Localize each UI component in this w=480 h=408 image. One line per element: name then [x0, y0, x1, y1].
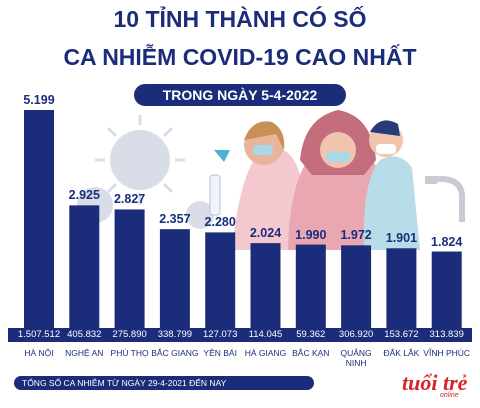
- total-label-3: 275.890: [112, 329, 147, 340]
- logo-subtext: online: [440, 392, 459, 399]
- category-label-7: BẮC KẠN: [292, 348, 330, 358]
- value-label-4: 2.357: [159, 212, 191, 227]
- chart-title-line1: 10 TỈNH THÀNH CÓ SỐ: [113, 6, 367, 32]
- footnote: TỔNG SỐ CA NHIỄM TỪ NGÀY 29-4-2021 ĐẾN N…: [14, 376, 314, 390]
- bar-6: [250, 243, 281, 328]
- value-label-3: 2.827: [113, 192, 146, 207]
- bar-5: [205, 232, 236, 328]
- value-label-6: 2.024: [249, 226, 282, 241]
- category-label-5: YÊN BÁI: [203, 348, 237, 358]
- value-label-8: 1.972: [340, 228, 372, 243]
- category-label-3: PHÚ THỌ: [110, 348, 149, 358]
- total-label-5: 127.073: [203, 329, 238, 340]
- category-label-8: QUẢNG NINH: [340, 348, 372, 368]
- value-label-9: 1.901: [385, 231, 418, 246]
- bar-1: [24, 110, 54, 328]
- total-label-10: 313.839: [429, 329, 464, 340]
- category-label-1: HÀ NỘI: [24, 348, 54, 358]
- bar-10: [431, 251, 462, 328]
- total-label-8: 306.920: [338, 329, 374, 340]
- logo-text: tuổi trẻ: [402, 370, 468, 395]
- tuoi-tre-logo: tuổi trẻ online: [402, 370, 472, 402]
- chart-subtitle: TRONG NGÀY 5-4-2022: [134, 84, 346, 106]
- virus-icon: [77, 130, 214, 229]
- value-label-2: 2.925: [68, 188, 100, 203]
- bar-3: [114, 209, 145, 328]
- category-label-2: NGHỆ AN: [65, 348, 104, 358]
- total-label-7: 59.362: [296, 329, 326, 340]
- category-label-6: HÀ GIANG: [244, 348, 287, 358]
- value-label-7: 1.990: [295, 227, 327, 242]
- total-label-6: 114.045: [248, 329, 283, 340]
- total-label-1: 1.507.512: [17, 329, 61, 340]
- total-label-2: 405.832: [67, 329, 102, 340]
- category-label-10: VĨNH PHÚC: [423, 348, 471, 358]
- people-illustration: [209, 110, 465, 250]
- category-label-9: ĐẮK LẮK: [383, 348, 420, 358]
- category-label-4: BẮC GIANG: [151, 348, 199, 358]
- total-label-9: 153.672: [384, 329, 419, 340]
- bar-9: [386, 248, 417, 328]
- value-label-10: 1.824: [431, 234, 463, 249]
- bar-8: [341, 245, 372, 328]
- value-label-5: 2.280: [204, 215, 236, 230]
- bar-2: [69, 205, 100, 328]
- total-label-4: 338.799: [157, 329, 193, 340]
- bar-4: [159, 229, 190, 328]
- value-label-1: 5.199: [23, 93, 55, 107]
- totals-band: [8, 328, 472, 342]
- chart-title-line2: CA NHIỄM COVID-19 CAO NHẤT: [63, 44, 417, 70]
- bar-7: [295, 244, 326, 328]
